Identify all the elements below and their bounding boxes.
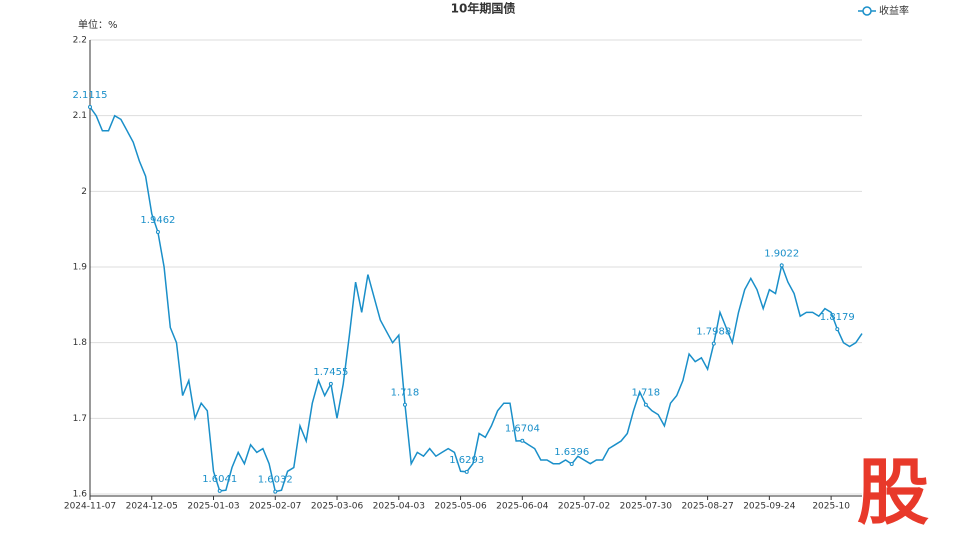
data-label: 1.718 <box>632 388 661 399</box>
series-line <box>89 106 863 493</box>
x-tick-label: 2025-06-04 <box>496 502 549 512</box>
data-point <box>464 469 469 474</box>
data-point <box>217 488 222 493</box>
x-tick-label: 2024-12-05 <box>126 502 178 512</box>
data-label: 2.1115 <box>73 90 108 101</box>
x-tick-label: 2025-04-03 <box>373 502 425 512</box>
data-point <box>155 230 160 235</box>
y-tick-label: 2.2 <box>73 36 87 46</box>
data-point <box>402 402 407 407</box>
y-tick-label: 1.7 <box>73 414 87 424</box>
x-tick-label: 2025-08-27 <box>681 502 733 512</box>
data-point <box>711 341 716 346</box>
y-tick-label: 1.8 <box>73 338 88 348</box>
y-tick-label: 1.9 <box>73 263 88 273</box>
x-tick-label: 2025-05-06 <box>434 502 487 512</box>
x-tick-label: 2025-10 <box>812 502 850 512</box>
data-point <box>88 104 92 109</box>
data-point <box>273 489 278 494</box>
x-tick-label: 2025-07-02 <box>558 502 610 512</box>
data-point <box>569 462 574 467</box>
data-label: 1.9462 <box>140 215 175 226</box>
y-tick-label: 1.6 <box>73 490 88 500</box>
data-label: 1.6032 <box>258 475 293 486</box>
y-tick-label: 2.1 <box>73 111 87 121</box>
data-label: 1.9022 <box>764 248 799 259</box>
data-label: 1.718 <box>391 388 420 399</box>
y-tick-label: 2 <box>81 187 87 197</box>
data-label: 1.6293 <box>449 455 484 466</box>
x-tick-label: 2025-02-07 <box>249 502 301 512</box>
data-label: 1.8179 <box>820 312 855 323</box>
legend-marker <box>862 6 872 16</box>
x-tick-label: 2025-07-30 <box>620 502 673 512</box>
x-tick-label: 2025-03-06 <box>311 502 364 512</box>
data-point <box>643 402 648 407</box>
data-label: 1.6041 <box>202 474 237 485</box>
legend-label: 收益率 <box>879 4 909 17</box>
data-point <box>779 263 784 268</box>
x-tick-label: 2024-11-07 <box>64 502 116 512</box>
chart-title: 10年期国债 <box>451 1 516 16</box>
data-label: 1.7455 <box>313 367 348 378</box>
data-point <box>520 438 525 443</box>
y-axis-label: 单位：% <box>78 18 118 31</box>
data-label: 1.7988 <box>696 327 731 338</box>
x-tick-label: 2025-09-24 <box>743 502 796 512</box>
data-point <box>328 381 333 386</box>
data-point <box>835 327 840 332</box>
watermark-logo: 股 <box>857 451 929 535</box>
x-tick-label: 2025-01-03 <box>187 502 239 512</box>
data-label: 1.6704 <box>505 424 540 435</box>
data-label: 1.6396 <box>554 447 589 458</box>
